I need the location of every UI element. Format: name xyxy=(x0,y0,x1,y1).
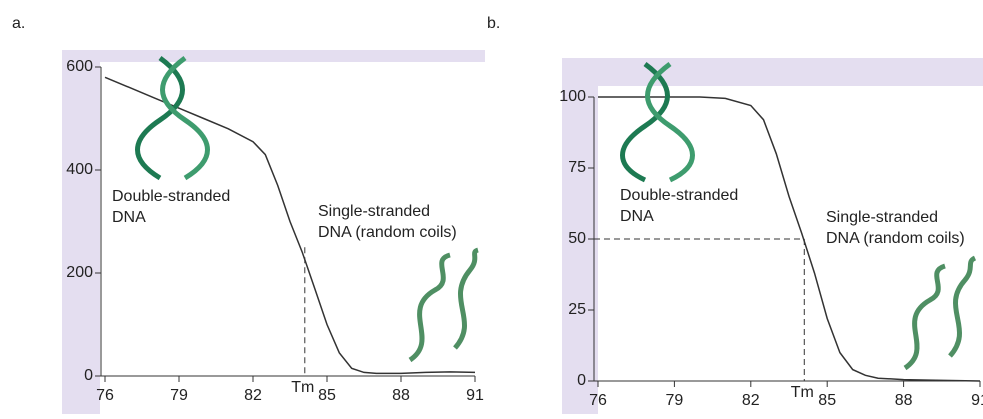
x-tick-label: 82 xyxy=(244,387,262,404)
x-tick-label: 79 xyxy=(666,392,684,409)
helix-icon-a xyxy=(135,55,210,181)
y-tick-label: 0 xyxy=(84,367,93,384)
x-tick-label: 82 xyxy=(742,392,760,409)
x-tick-label: 85 xyxy=(318,387,336,404)
plot-area xyxy=(100,62,485,414)
annotation: DNA xyxy=(620,208,654,225)
panel-label: b. xyxy=(487,15,500,32)
x-tick-label: 91 xyxy=(466,387,484,404)
annotation: Single-stranded xyxy=(318,203,430,220)
x-tick-label: 88 xyxy=(392,387,410,404)
y-tick-label: 50 xyxy=(568,230,586,247)
y-tick-label: 75 xyxy=(568,159,586,176)
annotation: DNA (random coils) xyxy=(318,224,457,241)
annotation: Double-stranded xyxy=(620,187,738,204)
x-tick-label: 91 xyxy=(971,392,983,409)
panel: a. 0 200 400 600 76 79 82 85 88 91 Tm Double-strande… xyxy=(12,15,485,414)
y-tick-label: 25 xyxy=(568,301,586,318)
annotation: DNA (random coils) xyxy=(826,230,965,247)
annotation: Double-stranded xyxy=(112,188,230,205)
coil-icon-a xyxy=(408,247,479,363)
y-tick-label: 200 xyxy=(66,264,93,281)
tm-label: Tm xyxy=(291,379,314,396)
annotation: Single-stranded xyxy=(826,209,938,226)
panel: b. 0 25 50 75 100 76 79 82 85 88 91 Tm Double-strande… xyxy=(487,15,983,414)
plot-area xyxy=(598,86,983,414)
x-tick-label: 79 xyxy=(170,387,188,404)
coil-icon-b xyxy=(903,255,977,371)
melting-curve xyxy=(598,96,981,382)
x-tick-label: 85 xyxy=(818,392,836,409)
y-tick-label: 0 xyxy=(577,372,586,389)
annotation: DNA xyxy=(112,209,146,226)
helix-icon-b xyxy=(620,61,695,183)
charts: a. 0 200 400 600 76 79 82 85 88 91 Tm Double-strande… xyxy=(12,15,983,414)
panel-label: a. xyxy=(12,15,25,32)
tm-label: Tm xyxy=(791,384,814,401)
melting-curve xyxy=(104,76,476,375)
x-tick-label: 76 xyxy=(589,392,607,409)
x-tick-label: 76 xyxy=(96,387,114,404)
y-tick-label: 100 xyxy=(559,88,586,105)
y-tick-label: 400 xyxy=(66,161,93,178)
x-tick-label: 88 xyxy=(895,392,913,409)
y-tick-label: 600 xyxy=(66,58,93,75)
